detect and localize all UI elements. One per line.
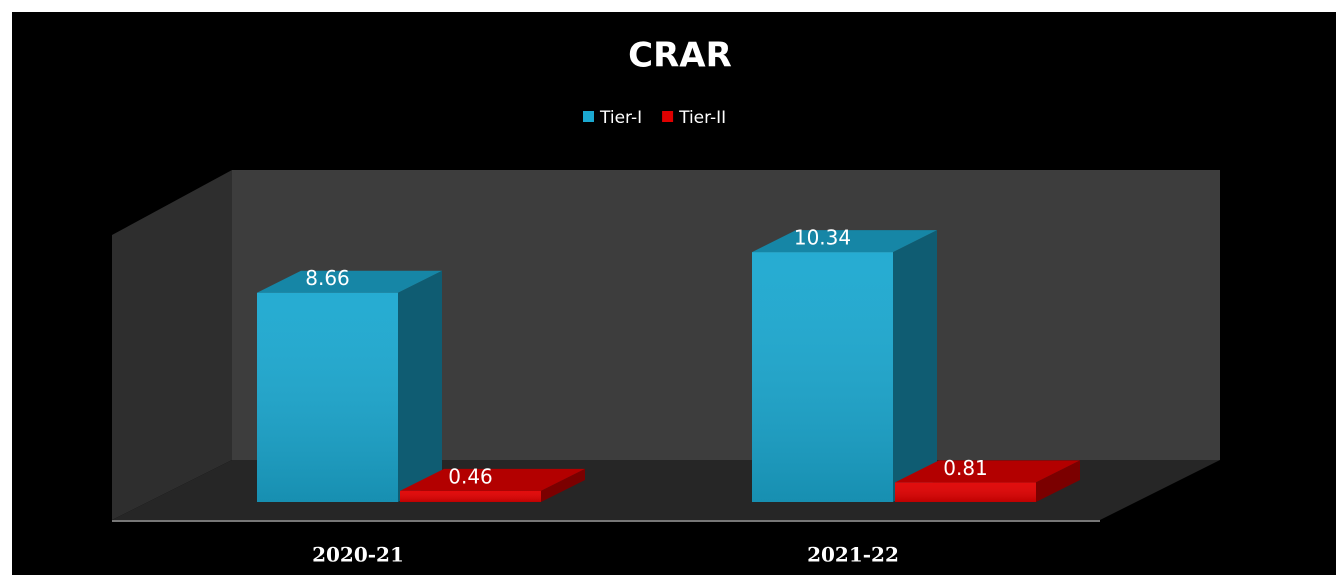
bar-side — [541, 468, 585, 502]
legend-label: Tier-I — [599, 108, 642, 128]
bar-side — [398, 270, 442, 502]
chart-title: CRAR — [628, 36, 732, 76]
bar-top — [895, 460, 1080, 483]
bar-top — [752, 230, 937, 253]
back-wall — [232, 170, 1220, 460]
bar-top — [257, 270, 442, 293]
bar-shine — [752, 252, 893, 502]
value-label: 0.81 — [943, 456, 988, 480]
value-label: 0.46 — [448, 464, 493, 488]
legend-swatch — [583, 111, 594, 122]
x-tick-label: 2020-21 — [312, 543, 404, 567]
bar-top — [400, 468, 585, 491]
value-label: 10.34 — [794, 226, 851, 250]
x-tick-label: 2021-22 — [807, 543, 899, 567]
bar-side — [1036, 460, 1080, 502]
bar — [400, 468, 585, 502]
bar — [752, 230, 937, 502]
bar-shine — [895, 482, 1036, 502]
bar — [257, 270, 442, 502]
bar-shine — [257, 292, 398, 502]
bar — [895, 460, 1080, 502]
legend-swatch — [662, 111, 674, 122]
bar-shine — [400, 490, 541, 502]
legend-label: Tier-II — [678, 108, 726, 128]
side-wall — [112, 170, 232, 520]
bar-side — [893, 230, 937, 502]
value-label: 8.66 — [305, 266, 350, 290]
